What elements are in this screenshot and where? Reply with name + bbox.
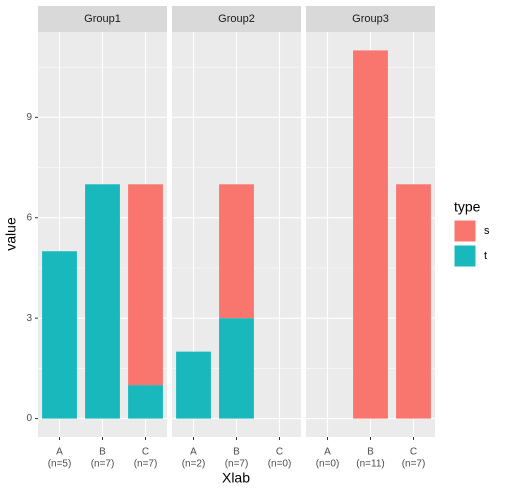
x-tick-label: A	[324, 447, 331, 458]
x-tick-label: B	[367, 447, 374, 458]
x-axis-title: Xlab	[222, 470, 250, 486]
x-tick-note: (n=7)	[91, 459, 115, 470]
x-tick-label: C	[276, 447, 283, 458]
bar	[219, 318, 254, 419]
x-tick-label: C	[410, 447, 417, 458]
x-tick-note: (n=11)	[356, 459, 384, 470]
bar	[85, 184, 120, 419]
x-tick-label: A	[190, 447, 197, 458]
x-tick-label: B	[99, 447, 106, 458]
strip-label: Group2	[218, 13, 255, 25]
strip	[38, 6, 167, 32]
legend-key	[453, 219, 477, 243]
y-tick-label: 6	[26, 212, 32, 223]
bar	[176, 351, 211, 419]
x-tick-note: (n=7)	[225, 459, 249, 470]
x-tick-note: (n=0)	[316, 459, 340, 470]
x-tick-label: B	[233, 447, 240, 458]
y-tick-label: 0	[26, 413, 32, 424]
y-tick-label: 3	[26, 313, 32, 324]
x-tick-note: (n=0)	[268, 459, 292, 470]
y-tick-label: 9	[26, 112, 32, 123]
x-tick-label: A	[56, 447, 63, 458]
x-tick-note: (n=7)	[134, 459, 158, 470]
strip-label: Group3	[352, 13, 389, 25]
x-tick-note: (n=7)	[402, 459, 426, 470]
x-tick-note: (n=2)	[182, 459, 206, 470]
bar	[219, 184, 254, 319]
bar	[353, 50, 388, 419]
strip	[306, 6, 435, 32]
legend-label: t	[484, 250, 487, 262]
bar	[396, 184, 431, 419]
x-tick-note: (n=5)	[48, 459, 72, 470]
bar	[128, 385, 163, 419]
y-axis-title: value	[3, 217, 19, 251]
legend-title: type	[454, 199, 481, 215]
bar	[128, 184, 163, 386]
bar	[42, 251, 77, 419]
x-tick-label: C	[142, 447, 149, 458]
legend-label: s	[484, 225, 490, 237]
strip	[172, 6, 301, 32]
legend-key	[453, 244, 477, 268]
strip-label: Group1	[84, 13, 121, 25]
